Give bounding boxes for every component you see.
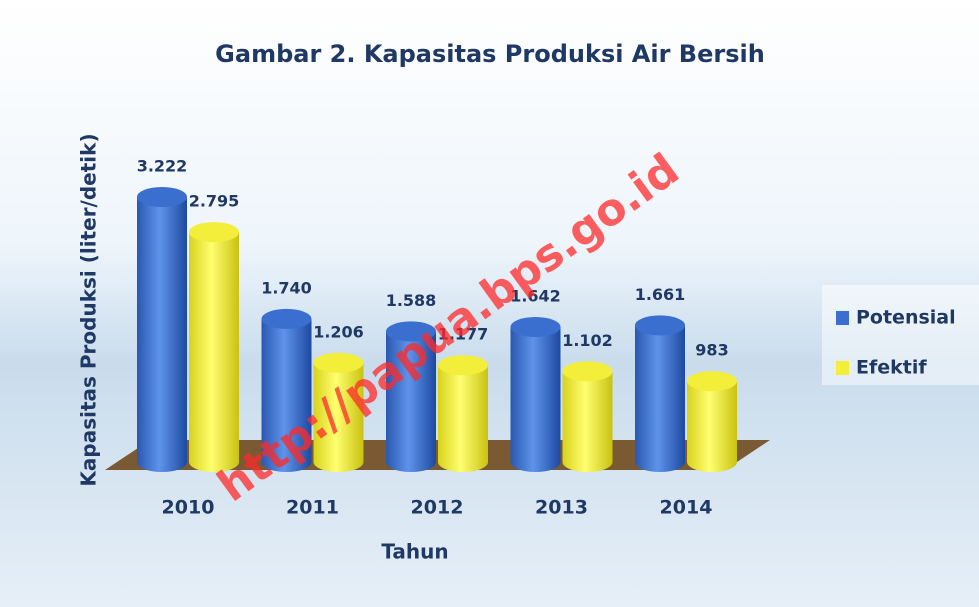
bar [137,197,187,472]
bar-top [137,187,187,207]
bar [687,381,737,472]
bar-top [635,315,685,336]
bar-top [386,321,436,342]
data-label: 1.177 [438,325,489,344]
bar [189,232,239,472]
data-label: 3.222 [137,157,188,176]
y-axis-label: Kapasitas Produksi (liter/detik) [77,133,101,486]
bar-top [313,352,364,373]
bar-top [261,308,312,329]
bar [510,326,561,472]
x-tick-label: 2014 [660,497,713,519]
data-label: 1.206 [313,322,364,341]
legend-swatch [836,311,849,325]
data-label: 1.588 [386,291,437,310]
data-label: 2.795 [189,192,240,211]
legend-swatch [836,361,849,375]
data-label: 1.642 [510,286,561,305]
x-axis-label: Tahun [381,540,448,564]
bar-top [189,222,239,243]
data-label: 1.661 [635,285,686,304]
x-tick-label: 2011 [286,497,339,519]
x-tick-label: 2010 [162,497,215,519]
data-label: 1.102 [562,331,613,350]
bar-top [687,371,737,392]
chart-title: Gambar 2. Kapasitas Produksi Air Bersih [215,40,765,68]
bar [562,371,613,472]
legend-label: Potensial [856,307,956,329]
bar [313,362,364,472]
bar [438,365,488,472]
x-tick-label: 2013 [535,497,588,519]
data-label: 1.740 [261,278,312,297]
x-tick-label: 2012 [411,497,464,519]
plot: 20103.2222.79520111.7401.20620121.5881.1… [137,157,737,519]
bar [261,318,312,472]
bar-top [510,316,561,337]
bar [635,325,685,472]
bar-top [438,355,488,376]
data-label: 983 [695,341,728,360]
bar-top [562,361,613,382]
bar [386,331,436,472]
legend-label: Efektif [856,357,927,379]
